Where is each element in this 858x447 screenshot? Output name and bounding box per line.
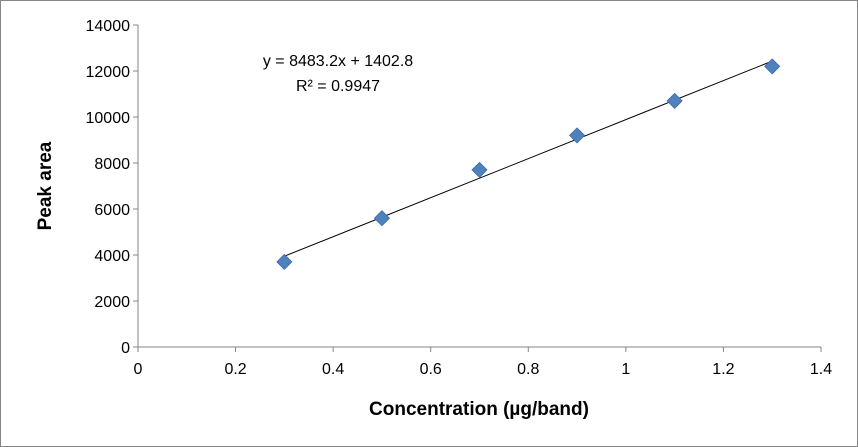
trendline-path [284, 60, 773, 257]
y-tick-label: 8000 [94, 156, 130, 173]
y-tick-label: 4000 [94, 248, 130, 265]
y-tick-label: 12000 [86, 64, 131, 81]
x-axis: 0 0.2 0.4 0.6 0.8 1 1.2 1.4 [134, 346, 832, 378]
data-points [276, 58, 781, 270]
x-axis-title: Concentration (µg/band) [369, 399, 589, 420]
y-axis: 0 2000 4000 6000 8000 10000 12000 14000 [86, 18, 139, 357]
x-tick-label: 0.4 [322, 361, 344, 378]
x-tick-label: 0.2 [224, 361, 246, 378]
y-tick-label: 10000 [86, 110, 131, 127]
data-point [471, 161, 488, 178]
trendline [284, 60, 773, 257]
y-tick-label: 14000 [86, 18, 131, 35]
data-point [373, 210, 390, 227]
y-tick-label: 0 [121, 340, 130, 357]
y-axis-title: Peak area [35, 141, 56, 230]
x-tick-label: 1.4 [810, 361, 832, 378]
data-point [569, 127, 586, 144]
x-tick-label: 0 [134, 361, 143, 378]
x-tick-label: 0.6 [420, 361, 442, 378]
trendline-equation: y = 8483.2x + 1402.8 [263, 53, 413, 70]
data-point [764, 58, 781, 75]
data-point [666, 92, 683, 109]
x-tick-label: 0.8 [517, 361, 539, 378]
x-tick-label: 1.2 [712, 361, 734, 378]
y-tick-label: 6000 [94, 202, 130, 219]
x-tick-label: 1 [621, 361, 630, 378]
data-point [276, 253, 293, 270]
r-squared-label: R² = 0.9947 [296, 78, 380, 95]
y-tick-label: 2000 [94, 294, 130, 311]
